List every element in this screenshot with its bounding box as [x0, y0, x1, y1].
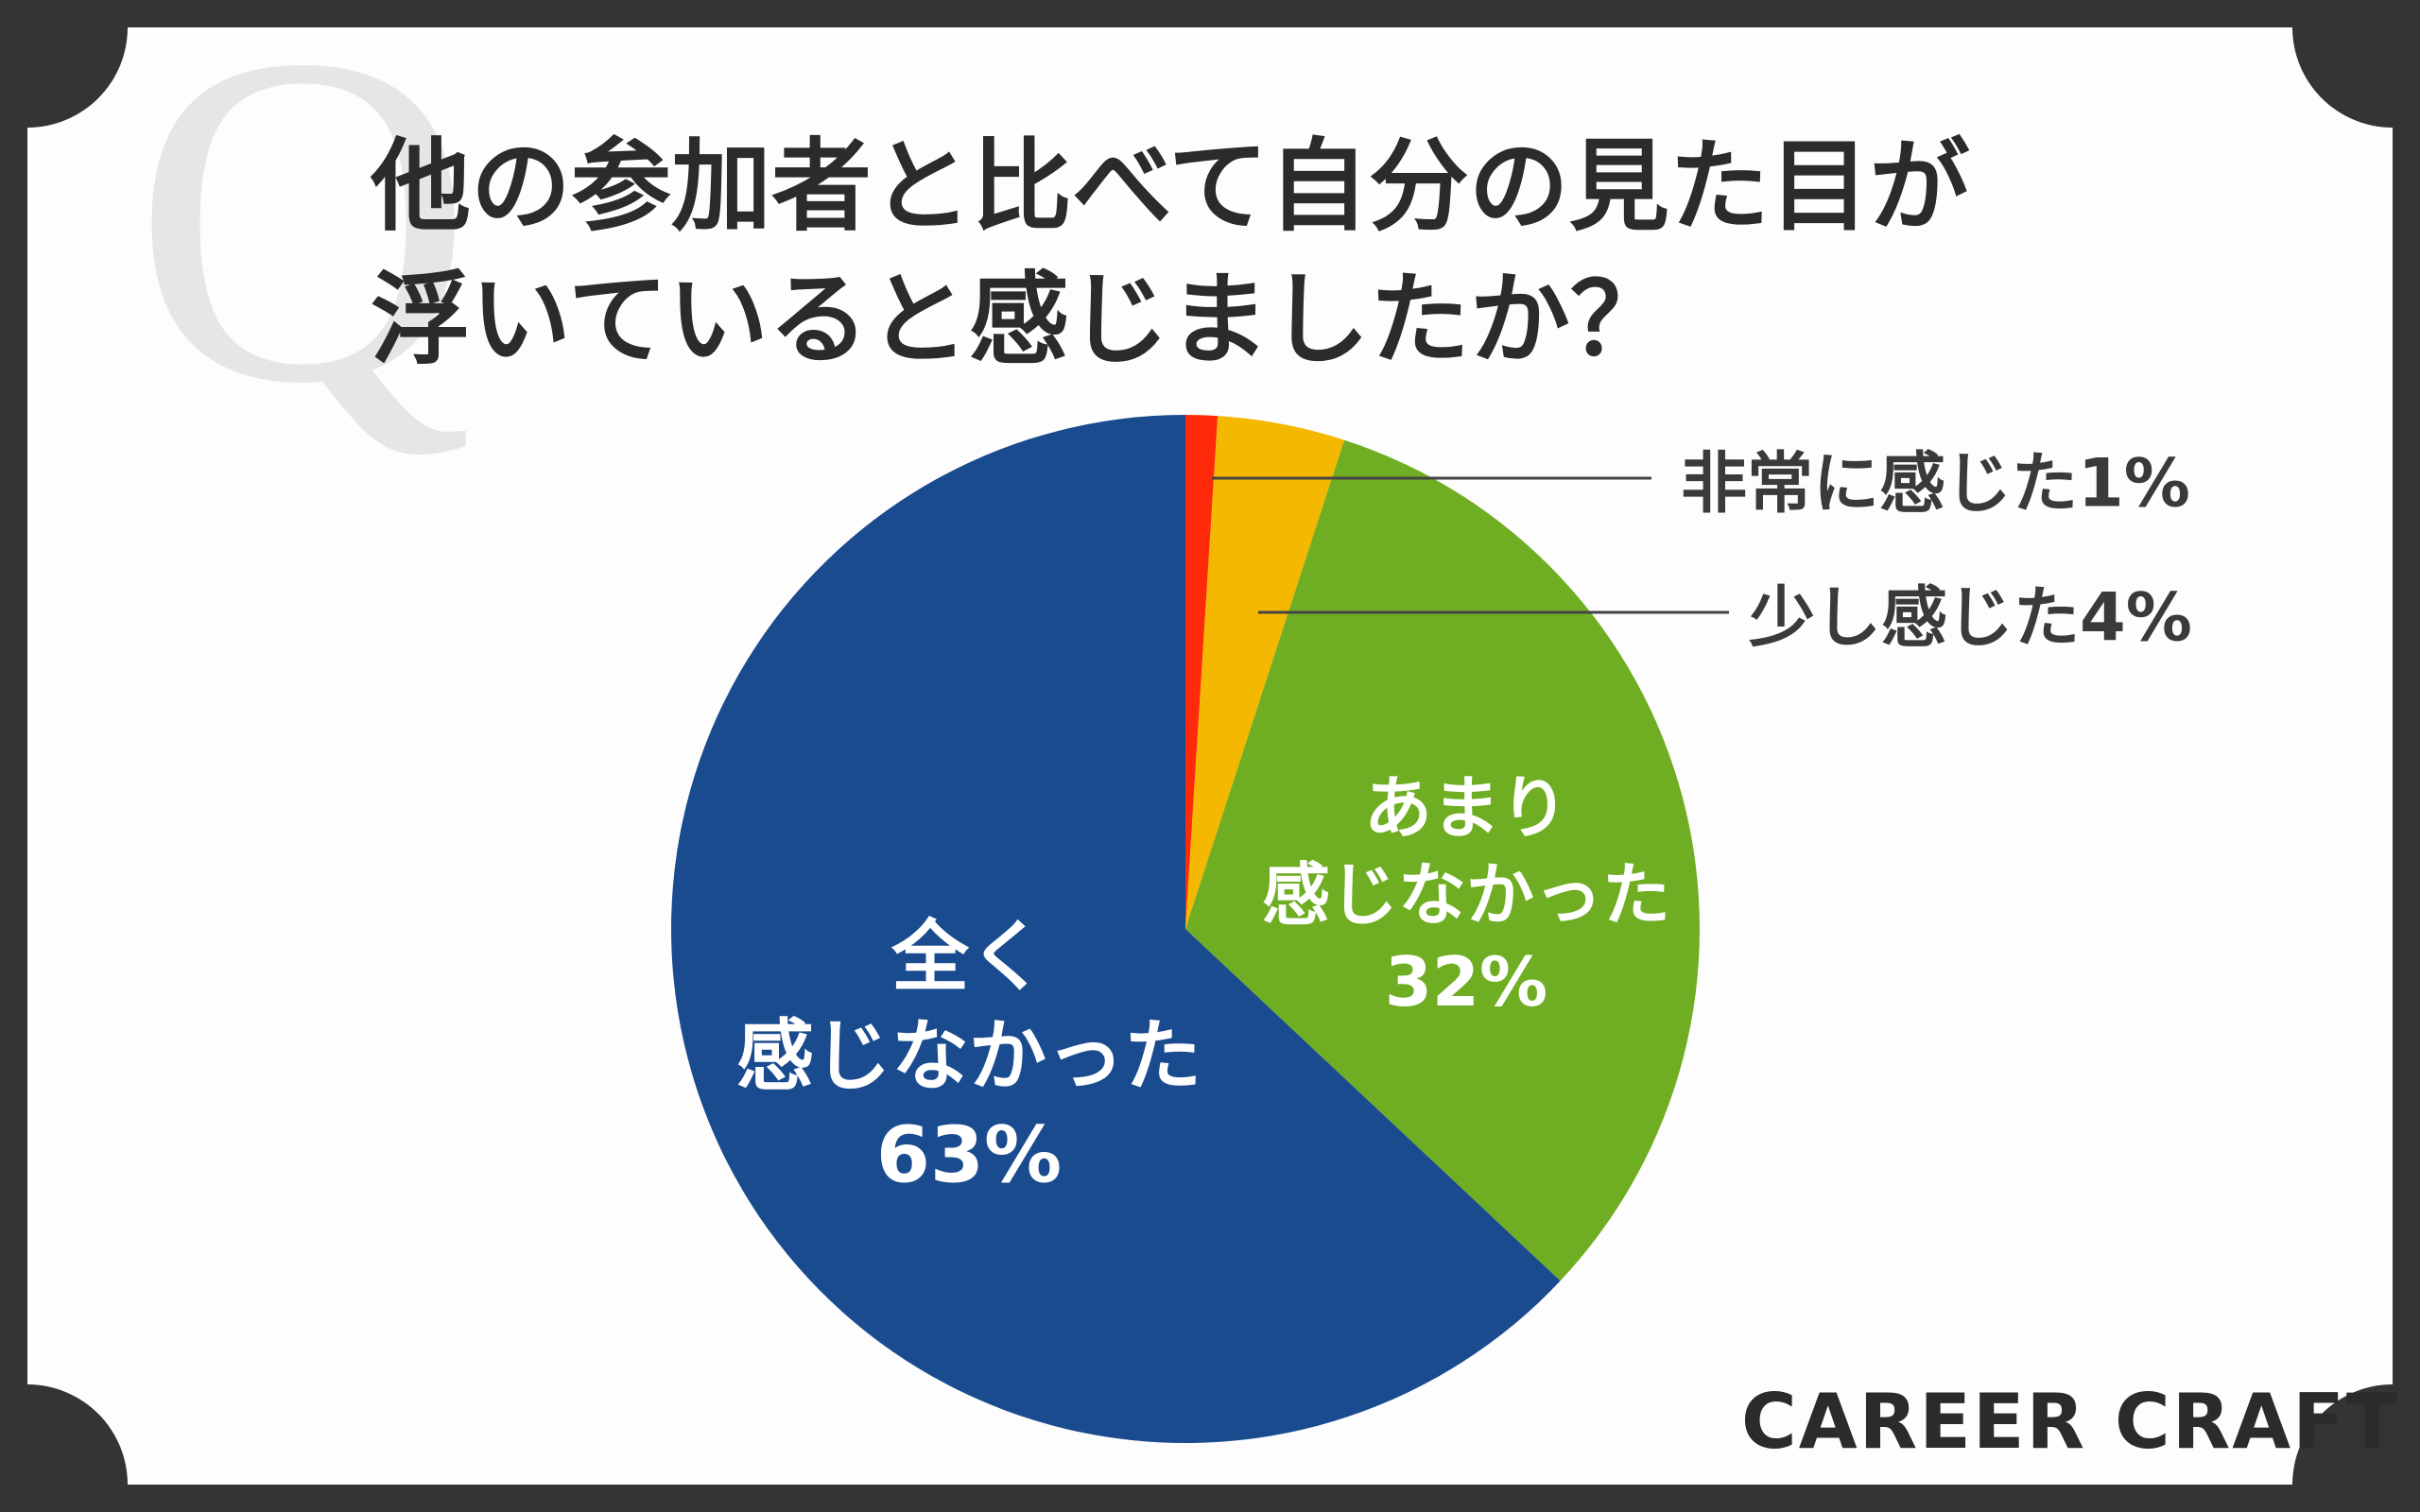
pie-slice [1185, 415, 1219, 929]
corner [0, 1384, 128, 1512]
corner [0, 0, 128, 128]
corner [2292, 0, 2420, 128]
label-category: 少し感じた [1749, 578, 2080, 657]
label-value: 63% [875, 1110, 1063, 1201]
corner [2292, 1384, 2420, 1512]
watermark: Q [132, 0, 474, 481]
pie-slice [1185, 439, 1701, 1281]
label-value: 32% [1384, 942, 1548, 1022]
brand: CAREER CRAFT [1741, 1378, 2400, 1466]
slice-label: 全く 感じなかった 63% [736, 909, 1201, 1207]
label-category: 非常に感じた [1681, 444, 2078, 523]
pie-slice [671, 415, 1561, 1443]
label-category: 全く 感じなかった [735, 912, 1202, 1102]
slice-label: 非常に感じた1% [1681, 431, 2190, 526]
slice-label: あまり 感じなかった 32% [1262, 765, 1670, 1025]
label-value: 1% [2078, 444, 2190, 523]
chart-title: 他の参加者と比べて自分の見た目が 浮いていると感じましたか？ [371, 129, 1970, 378]
pie-slice [1185, 416, 1345, 929]
slice-label: 少し感じた4% [1749, 565, 2192, 661]
label-category: あまり 感じなかった [1261, 767, 1671, 935]
label-value: 4% [2080, 578, 2192, 657]
